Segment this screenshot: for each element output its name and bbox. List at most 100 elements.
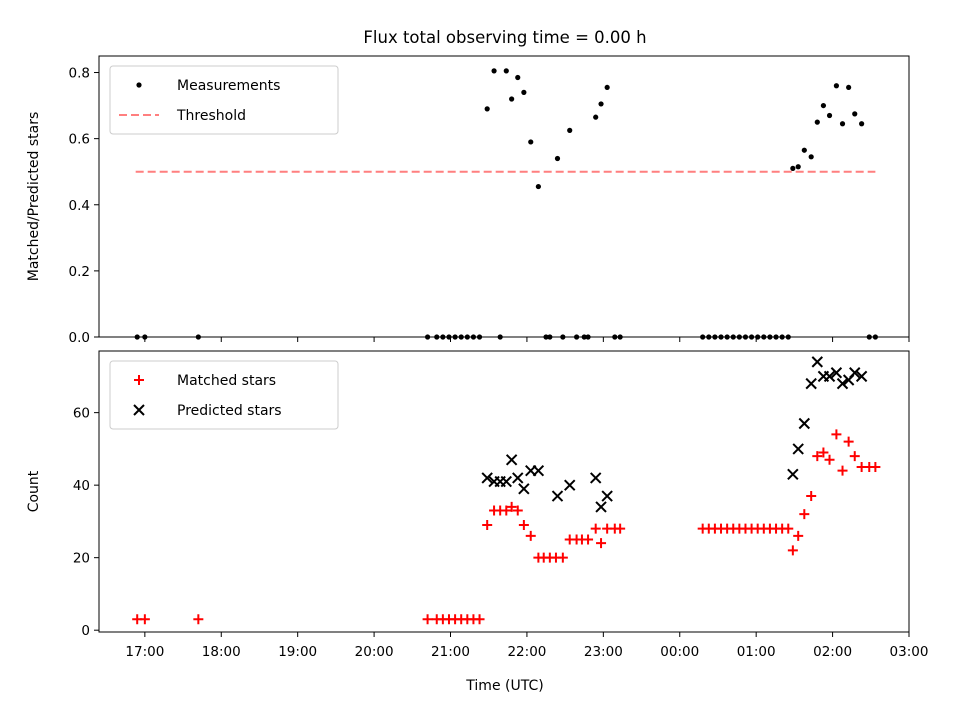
ratio-panel: 0.0 0.2 0.4 0.6 0.8 Matched/Predicted stars Me…: [26, 55, 910, 346]
matched-star-point: [783, 523, 794, 534]
legend-label: Threshold: [176, 108, 246, 124]
predicted-star-point: [512, 472, 524, 484]
x-tick-label: 01:00: [737, 644, 776, 660]
measurement-point: [484, 106, 490, 112]
measurement-point: [464, 334, 470, 340]
predicted-star-point: [564, 479, 576, 491]
measurement-point: [195, 334, 201, 340]
measurement-point: [859, 121, 865, 127]
legend-label: Predicted stars: [177, 403, 282, 419]
matched-star-point: [831, 429, 842, 440]
y-tick-label: 0.2: [69, 264, 90, 280]
measurement-point: [706, 334, 712, 340]
legend-label: Measurements: [177, 78, 280, 94]
y-tick-label: 0.6: [69, 132, 90, 148]
predicted-star-point: [595, 501, 607, 513]
measurement-point: [452, 334, 458, 340]
measurement-point: [700, 334, 706, 340]
count-panel: 17:00 18:00 19:00 20:00 21:00 22:00 23:00 00:00…: [26, 350, 929, 660]
measurement-point: [503, 68, 509, 74]
measurement-point: [761, 334, 767, 340]
measurement-point: [567, 127, 573, 133]
measurement-point: [724, 334, 730, 340]
measurement-point: [554, 155, 561, 162]
legend-marker: [136, 82, 142, 88]
measurement-point: [748, 334, 755, 340]
predicted-star-point: [830, 367, 843, 379]
x-tick-label: 22:00: [507, 644, 546, 660]
y-tick-label: 0.0: [69, 330, 90, 346]
measurement-point: [820, 102, 827, 109]
x-axis-label: Time (UTC): [465, 678, 543, 694]
x-tick-label: 18:00: [202, 644, 241, 660]
measurement-point: [598, 101, 604, 107]
matched-star-point: [849, 451, 860, 462]
measurement-point: [785, 334, 791, 340]
measurement-point: [434, 334, 440, 340]
measurement-point: [573, 334, 580, 340]
predicted-star-point: [792, 443, 804, 455]
measurement-point: [839, 121, 846, 127]
x-tick-label: 17:00: [125, 644, 164, 660]
measurement-point: [795, 164, 801, 170]
measurement-point: [755, 334, 761, 340]
predicted-star-point: [589, 472, 602, 484]
matched-star-point: [793, 530, 804, 541]
predicted-star-point: [551, 490, 564, 502]
measurement-point: [446, 334, 452, 340]
measurement-point: [742, 334, 749, 340]
y-tick-label: 0.4: [69, 198, 90, 214]
matched-star-point: [422, 614, 433, 625]
y-tick-label: 0: [81, 623, 90, 639]
matched-star-point: [843, 436, 854, 447]
x-tick-label: 23:00: [584, 644, 623, 660]
x-tick-label: 02:00: [813, 644, 852, 660]
matched-star-point: [787, 545, 798, 556]
measurement-point: [528, 139, 534, 145]
predicted-star-point: [518, 483, 530, 495]
x-tick-label: 00:00: [660, 644, 699, 660]
measurement-point: [736, 334, 742, 340]
measurement-point: [814, 119, 820, 125]
predicted-star-point: [787, 468, 799, 480]
measurement-point: [808, 154, 814, 160]
matched-star-point: [501, 505, 512, 516]
x-tick-label: 03:00: [890, 644, 929, 660]
predicted-star-point: [798, 417, 811, 430]
matched-star-point: [525, 530, 536, 541]
measurement-point: [790, 165, 796, 171]
measurement-point: [617, 334, 623, 340]
measurement-point: [604, 84, 610, 91]
matched-star-point: [474, 614, 485, 625]
measurement-point: [560, 334, 566, 340]
predicted-star-point: [505, 454, 518, 466]
matched-star-point: [818, 447, 829, 458]
measurement-point: [470, 334, 477, 340]
measurement-point: [491, 68, 497, 74]
matched-star-point: [506, 501, 517, 512]
measurement-point: [497, 334, 503, 340]
y-tick-label: 20: [73, 551, 90, 567]
matched-star-point: [193, 614, 204, 625]
measurement-point: [866, 334, 872, 340]
y-axis-label: Count: [26, 470, 42, 512]
matched-star-point: [812, 451, 823, 462]
predicted-star-point: [500, 475, 512, 488]
predicted-star-point: [855, 370, 868, 383]
matched-star-point: [870, 462, 881, 473]
y-tick-label: 40: [73, 478, 90, 494]
predicted-star-point: [849, 367, 861, 379]
y-axis-label: Matched/Predicted stars: [26, 112, 42, 282]
predicted-star-point: [805, 377, 817, 390]
measurement-point: [585, 334, 591, 340]
plot-frame: [98, 350, 910, 633]
y-tick-label: 0.8: [69, 66, 90, 82]
matched-star-point: [557, 552, 568, 563]
matched-star-point: [596, 538, 607, 549]
measurement-point: [730, 334, 736, 340]
matched-star-point: [799, 509, 810, 520]
measurement-point: [581, 334, 587, 340]
matched-star-point: [139, 614, 150, 625]
measurement-point: [767, 334, 773, 340]
